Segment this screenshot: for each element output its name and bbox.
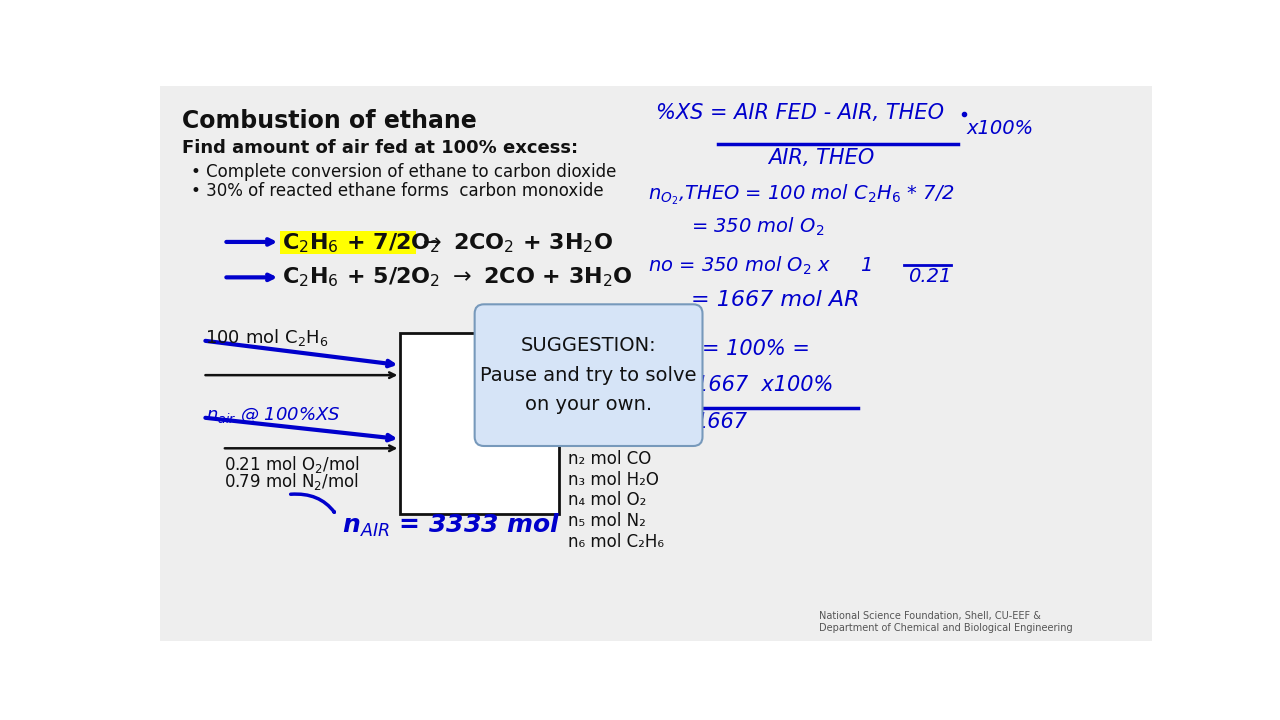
- Text: n₁ mol CO₂: n₁ mol CO₂: [568, 429, 658, 447]
- Text: C$_2$H$_6$ + 5/2O$_2$ $\rightarrow$ 2CO + 3H$_2$O: C$_2$H$_6$ + 5/2O$_2$ $\rightarrow$ 2CO …: [282, 266, 632, 289]
- Text: %XS = 100% =: %XS = 100% =: [648, 339, 810, 359]
- FancyArrowPatch shape: [291, 494, 334, 512]
- Text: AIR, THEO: AIR, THEO: [768, 148, 874, 168]
- Text: $\rightarrow$ 2CO$_2$ + 3H$_2$O: $\rightarrow$ 2CO$_2$ + 3H$_2$O: [419, 231, 613, 254]
- Text: C$_2$H$_6$ + 7/2O$_2$: C$_2$H$_6$ + 7/2O$_2$: [282, 231, 440, 254]
- Text: AIR: AIR: [659, 379, 685, 394]
- Text: n$_{air}$ @ 100%XS: n$_{air}$ @ 100%XS: [206, 406, 340, 426]
- Text: n₆ mol C₂H₆: n₆ mol C₂H₆: [568, 533, 664, 551]
- Text: n₂ mol CO: n₂ mol CO: [568, 450, 652, 468]
- FancyBboxPatch shape: [475, 305, 703, 446]
- Text: Find amount of air fed at 100% excess:: Find amount of air fed at 100% excess:: [182, 139, 577, 157]
- Text: • Complete conversion of ethane to carbon dioxide: • Complete conversion of ethane to carbo…: [191, 163, 617, 181]
- Text: = 1667 mol AR: = 1667 mol AR: [691, 290, 859, 310]
- Text: n$_{AIR}$ = 3333 mol: n$_{AIR}$ = 3333 mol: [342, 511, 561, 539]
- FancyBboxPatch shape: [280, 231, 416, 254]
- Text: 0.79 mol N$_2$/mol: 0.79 mol N$_2$/mol: [224, 472, 358, 492]
- Text: National Science Foundation, Shell, CU-EEF &
Department of Chemical and Biologic: National Science Foundation, Shell, CU-E…: [819, 611, 1073, 633]
- Text: = 350 mol O$_2$: = 350 mol O$_2$: [691, 216, 824, 238]
- Text: no = 350 mol O$_2$ x     1: no = 350 mol O$_2$ x 1: [648, 254, 872, 276]
- FancyBboxPatch shape: [401, 333, 559, 514]
- Text: n₄ mol O₂: n₄ mol O₂: [568, 492, 646, 510]
- Text: x100%: x100%: [966, 119, 1033, 138]
- Text: SUGGESTION:
Pause and try to solve
on your own.: SUGGESTION: Pause and try to solve on yo…: [480, 336, 696, 414]
- Text: %XS = AIR FED - AIR, THEO: %XS = AIR FED - AIR, THEO: [657, 104, 945, 123]
- Text: • 30% of reacted ethane forms  carbon monoxide: • 30% of reacted ethane forms carbon mon…: [191, 182, 604, 200]
- Text: 1667: 1667: [695, 412, 748, 432]
- Text: n₅ mol N₂: n₅ mol N₂: [568, 512, 646, 530]
- Text: 0.21: 0.21: [908, 267, 951, 287]
- Text: - 1667  x100%: - 1667 x100%: [681, 375, 833, 395]
- Text: Combustion of ethane: Combustion of ethane: [182, 109, 476, 133]
- Text: n$_{O_2}$,THEO = 100 mol C$_2$H$_6$ * 7/2: n$_{O_2}$,THEO = 100 mol C$_2$H$_6$ * 7/…: [648, 183, 955, 207]
- Text: 0.21 mol O$_2$/mol: 0.21 mol O$_2$/mol: [224, 454, 360, 475]
- Text: n₃ mol H₂O: n₃ mol H₂O: [568, 471, 659, 489]
- Text: n: n: [648, 375, 662, 395]
- Text: 100 mol C$_2$H$_6$: 100 mol C$_2$H$_6$: [205, 327, 329, 348]
